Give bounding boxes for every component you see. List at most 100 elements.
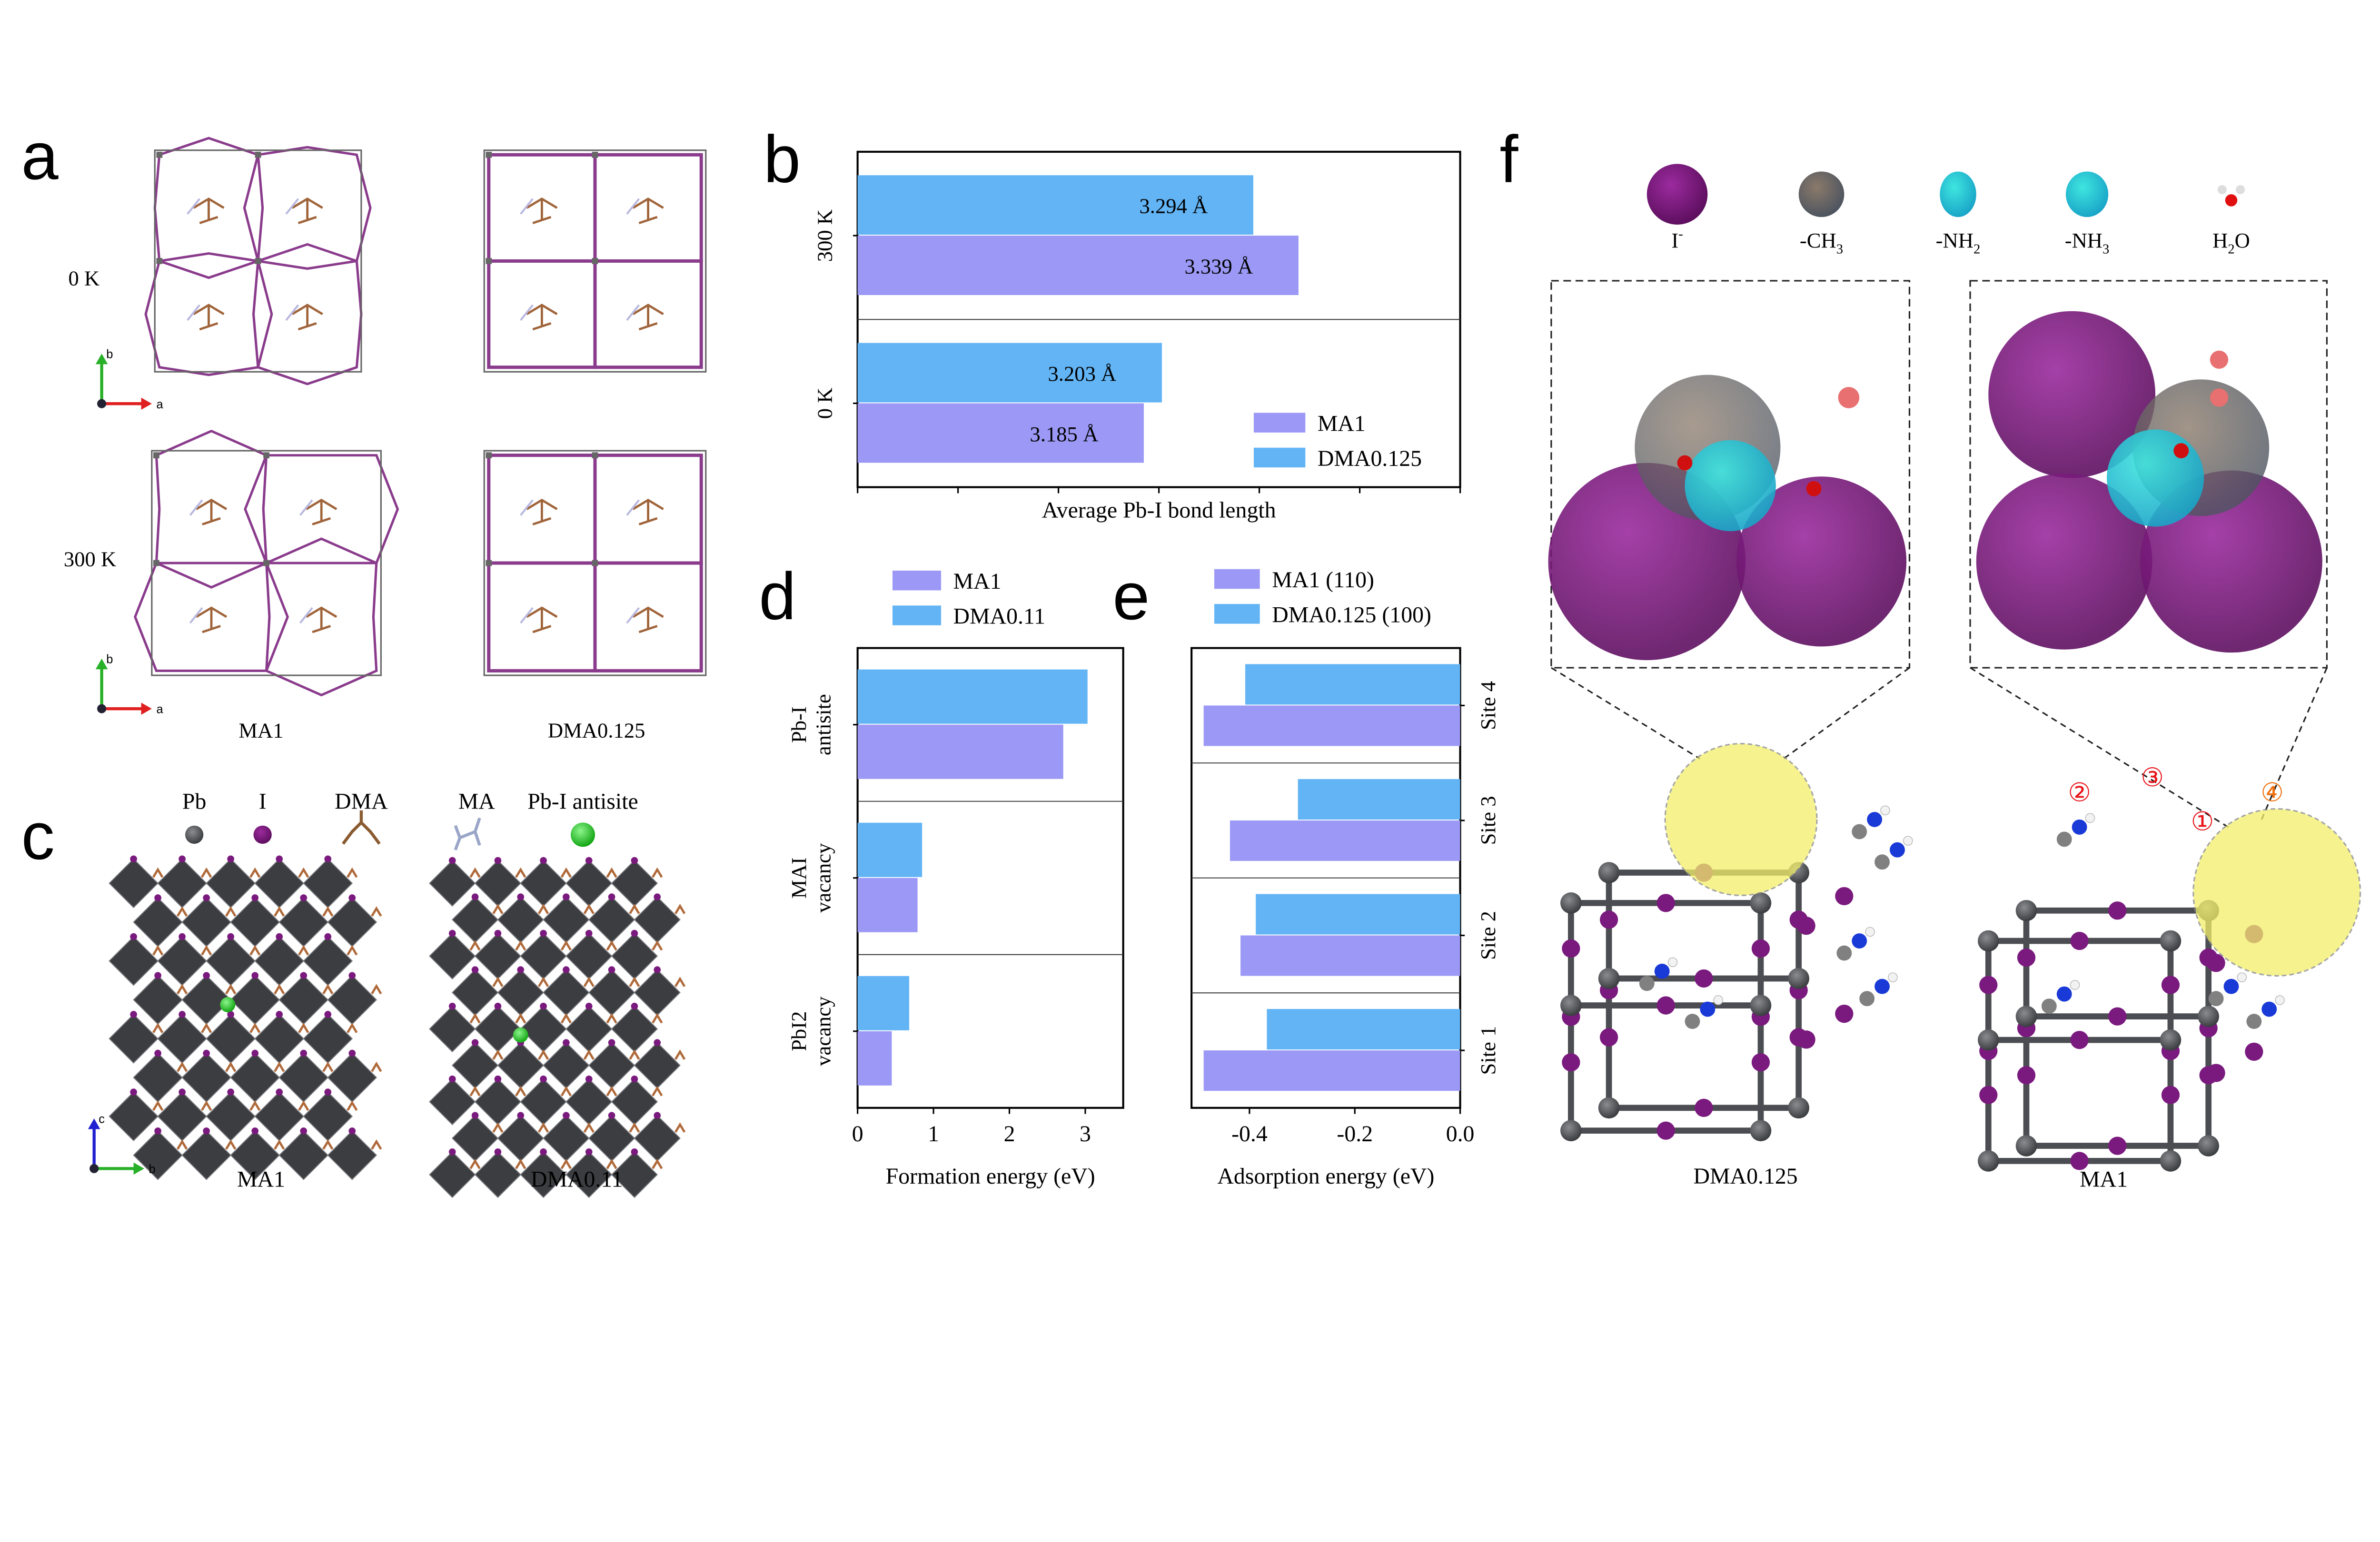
pbi6-octahedron — [109, 936, 159, 986]
bar-dma0-125-100- — [1267, 1009, 1460, 1050]
iodine-atom — [494, 1148, 502, 1156]
pbi6-octahedron — [303, 858, 353, 909]
cation — [177, 1139, 188, 1150]
pbi6-octahedron — [565, 932, 613, 980]
nitrogen-atom — [1890, 842, 1905, 858]
pbi6-octahedron — [303, 936, 353, 986]
pbi6-octahedron — [474, 932, 522, 980]
hydrogen-atom — [1880, 805, 1890, 816]
iodine-atom — [585, 1002, 593, 1010]
water-molecule — [1677, 455, 1693, 471]
pbi6-octahedron — [634, 1042, 681, 1089]
iodine-atom — [471, 1039, 479, 1047]
cation — [560, 867, 572, 878]
cation — [347, 867, 358, 878]
organic-cation — [632, 498, 664, 525]
axis-origin — [97, 399, 107, 408]
pbi6-octahedron — [109, 858, 159, 909]
iodine-atom — [2245, 1042, 2263, 1061]
cation — [492, 1049, 504, 1060]
dma-molecule-icon — [342, 810, 381, 845]
cation — [225, 1139, 237, 1150]
cation — [629, 904, 640, 914]
iodine-atom — [2161, 976, 2180, 994]
cation — [177, 1061, 188, 1072]
cation — [225, 984, 237, 995]
iodine-atom — [130, 1088, 137, 1096]
organic-cation — [526, 606, 558, 633]
cation — [560, 940, 572, 951]
category-label: Site 1 — [1476, 1026, 1500, 1075]
arrowhead-icon — [141, 702, 152, 715]
cation — [652, 1086, 663, 1097]
pbi6-octahedron — [497, 896, 544, 943]
nitrogen-atom — [2261, 1001, 2277, 1017]
chart-e: Site 4 Site 3 Site 2 Site 1 -0.4 -0.2 0.0 Adsor… — [1190, 567, 1500, 1189]
atom-sphere — [1976, 473, 2152, 650]
pbi6-octahedron — [230, 897, 280, 947]
legend-swatch — [1214, 569, 1260, 589]
iodine-atom — [2108, 901, 2127, 920]
iodine-atom — [227, 1088, 235, 1096]
pbi6-octahedron — [520, 1151, 567, 1198]
iodine-atom — [585, 1148, 593, 1156]
pbi6-octahedron — [429, 932, 476, 980]
carbon-atom — [1852, 824, 1867, 840]
pbi6-octahedron — [611, 932, 658, 980]
iodine-atom — [1979, 1086, 1998, 1104]
pbi6-octahedron — [230, 975, 280, 1025]
iodine-atom — [154, 894, 161, 901]
category-label-text: Site 1 — [1476, 1026, 1500, 1075]
organic-cation — [526, 498, 558, 525]
x-axis-label: Average Pb-I bond length — [1042, 497, 1276, 523]
pbi6-octahedron — [109, 1091, 159, 1142]
water-molecule-icon — [2225, 194, 2238, 207]
lead-atom — [1750, 995, 1772, 1016]
iodine-atom — [324, 1088, 332, 1096]
iodine-atom — [178, 1011, 186, 1018]
cation — [674, 977, 686, 987]
pbi6-octahedron — [611, 860, 658, 907]
lead-atom — [1560, 995, 1582, 1016]
iodine-atom — [563, 966, 570, 973]
structure-label-ma1: MA1 — [2080, 1167, 2128, 1192]
cation — [152, 945, 164, 956]
cation — [347, 1100, 358, 1111]
cation — [274, 906, 285, 917]
category-label-line: vacancy — [811, 843, 835, 913]
cation — [606, 1086, 617, 1097]
pbi6-octahedron — [451, 1042, 499, 1089]
panel-letter-d: d — [759, 559, 796, 633]
row-label-0k: 0 K — [68, 266, 99, 290]
pbi6-octahedron — [206, 936, 256, 986]
lead-atom — [1560, 892, 1582, 914]
pbi6-octahedron — [254, 1014, 305, 1064]
legend-label: MA1 (110) — [1272, 567, 1374, 593]
pbi6-octahedron — [429, 1005, 476, 1053]
organic-cation-h — [299, 607, 313, 624]
cation — [606, 867, 617, 878]
iodine-atom — [2108, 1137, 2127, 1155]
cation — [249, 867, 261, 878]
legend-label: Pb — [182, 789, 207, 814]
organic-cation — [306, 606, 337, 633]
iodine-atom — [178, 855, 186, 863]
lead-atom — [1977, 1150, 1999, 1172]
atom-sphere — [2140, 470, 2322, 653]
pbi6-octahedron — [327, 1052, 377, 1103]
cation — [322, 1061, 334, 1072]
atom-sphere — [1736, 476, 1907, 647]
lead-atom — [1788, 1097, 1810, 1119]
lead-atom — [1788, 968, 1810, 989]
legend-label-main: I — [1671, 228, 1678, 252]
zoom-box-ma1 — [1969, 280, 2328, 669]
iodine-atom — [2108, 1007, 2127, 1026]
pbi6-octahedron — [254, 936, 305, 986]
panel-letter-c: c — [21, 799, 55, 873]
organic-cation-h — [520, 198, 534, 215]
iodine-atom — [1599, 910, 1618, 929]
iodine-atom — [227, 1011, 235, 1018]
atom-sphere — [2107, 429, 2204, 527]
iodine-atom — [2070, 1152, 2089, 1170]
iodine-atom — [324, 855, 332, 863]
